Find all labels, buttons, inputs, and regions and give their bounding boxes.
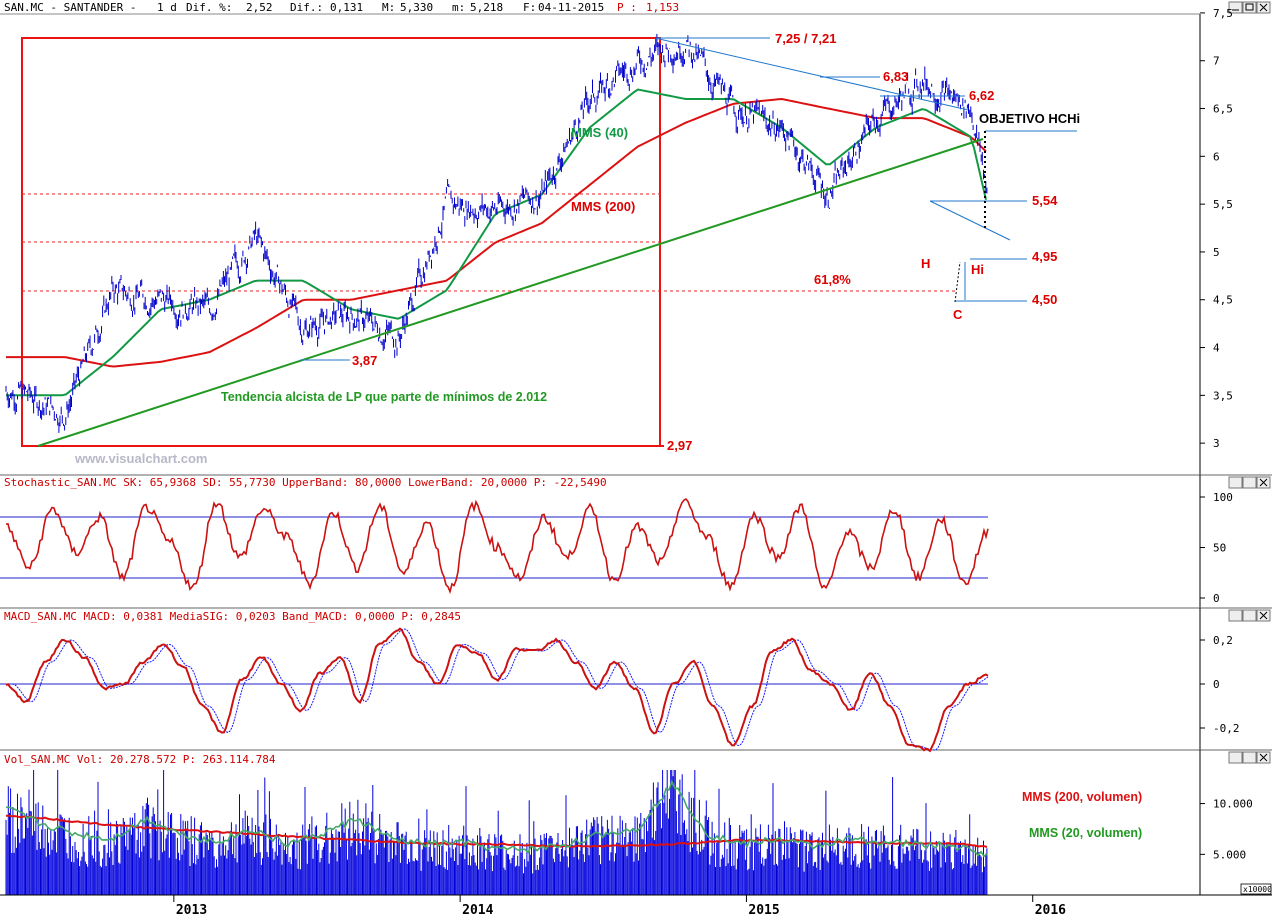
price-y-tick-label: 6,5 (1213, 103, 1233, 116)
stoch-line (5, 497, 989, 595)
label-h: H (921, 256, 930, 271)
header-low-value: 5,218 (470, 1, 503, 14)
macd-line (5, 627, 989, 753)
label-5-54: 5,54 (1032, 193, 1058, 208)
label-mms40: MMS (40) (571, 125, 628, 140)
vol-minimize-button[interactable] (1228, 751, 1243, 764)
label-6-62: 6,62 (969, 88, 994, 103)
mms200-path (6, 97, 987, 368)
year-label: 2013 (176, 903, 207, 917)
volume-ma200-path (6, 814, 988, 849)
header-dif-value: 0,131 (330, 1, 363, 14)
label-hi: Hi (971, 262, 984, 277)
volume-y-tick-label: 5.000 (1213, 848, 1246, 861)
volume-y-tick-label: 10.000 (1213, 798, 1253, 811)
legend-vol-ma20: MMS (20, volumen) (1029, 826, 1142, 840)
legend-vol-ma200: MMS (200, volumen) (1022, 790, 1142, 804)
header-p-label: P : (617, 1, 637, 14)
price-y-tick-label: 4,5 (1213, 294, 1233, 307)
macd-panel-controls (1228, 609, 1271, 622)
stoch-y-tick-label: 50 (1213, 542, 1226, 555)
mms40-line (6, 88, 987, 397)
price-y-tick-label: 7,5 (1213, 7, 1233, 20)
macd-signal-line (6, 628, 989, 751)
header-date-label: F: (523, 1, 536, 14)
macd-signal-path (6, 628, 989, 751)
volume-ma20-path (5, 779, 988, 858)
stoch-maximize-button[interactable] (1242, 476, 1257, 489)
mms200-line (6, 97, 987, 368)
macd-header: MACD_SAN.MC MACD: 0,0381 MediaSIG: 0,020… (4, 610, 461, 623)
header-symbol: SAN.MC - SANTANDER - (4, 1, 136, 14)
label-6-83: 6,83 (883, 69, 908, 84)
macd-y-tick-label: 0,2 (1213, 634, 1233, 647)
volume-scale: x10000 (1243, 885, 1272, 894)
price-y-tick-label: 3 (1213, 437, 1220, 450)
label-fib-61-8: 61,8% (814, 272, 851, 287)
header-low-label: m: (452, 1, 465, 14)
price-y-tick-label: 3,5 (1213, 389, 1233, 402)
stoch-y-tick-label: 0 (1213, 592, 1220, 605)
price-y-tick-label: 4 (1213, 342, 1220, 355)
macd-y-tick-label: -0,2 (1213, 722, 1240, 735)
year-label: 2015 (748, 903, 779, 917)
macd-y-axis: 0,2 0 -0,2 (1200, 634, 1240, 735)
stoch-minimize-button[interactable] (1228, 476, 1243, 489)
stoch-panel-controls (1228, 476, 1271, 489)
price-panel-controls (1228, 1, 1271, 14)
price-y-tick-label: 7 (1213, 55, 1220, 68)
resistance-lines (300, 37, 1077, 361)
header-p-value: 1,153 (646, 1, 679, 14)
header-date-value: 04-11-2015 (538, 1, 604, 14)
macd-minimize-button[interactable] (1228, 609, 1243, 622)
stoch-y-tick-label: 100 (1213, 491, 1233, 504)
header-difpct-value: 2,52 (246, 1, 273, 14)
header-period: 1 d (157, 1, 177, 14)
year-label: 2014 (462, 903, 493, 917)
macd-maximize-button[interactable] (1242, 609, 1257, 622)
vol-maximize-button[interactable] (1242, 751, 1257, 764)
price-y-tick-label: 5 (1213, 246, 1220, 259)
volume-ma20-line (5, 779, 988, 858)
stoch-sk-path (5, 497, 989, 595)
label-objetivo: OBJETIVO HCHi (979, 111, 1080, 126)
header-difpct-label: Dif. %: (186, 1, 232, 14)
header-high-value: 5,330 (400, 1, 433, 14)
label-4-50: 4,50 (1032, 292, 1057, 307)
minimize-button[interactable] (1228, 1, 1243, 14)
fib-levels (22, 193, 955, 292)
header-high-label: M: (382, 1, 395, 14)
price-bars (5, 33, 988, 433)
price-y-tick-label: 5,5 (1213, 198, 1233, 211)
vol-header: Vol_SAN.MC Vol: 20.278.572 P: 263.114.78… (4, 753, 276, 766)
label-high-7-25: 7,25 / 7,21 (775, 31, 836, 46)
macd-y-tick-label: 0 (1213, 678, 1220, 691)
label-mms200: MMS (200) (571, 199, 635, 214)
maximize-button[interactable] (1242, 1, 1257, 14)
label-2-97: 2,97 (667, 438, 692, 453)
trend-line (37, 138, 984, 447)
stoch-y-axis: 100 50 0 (1200, 491, 1233, 605)
volume-y-axis: 10.000 5.000 (1200, 798, 1253, 861)
volume-ma200-line (6, 814, 988, 849)
mms40-path (6, 88, 987, 397)
label-4-95: 4,95 (1032, 249, 1057, 264)
macd-path (5, 627, 989, 753)
year-label: 2016 (1035, 903, 1066, 917)
label-trend: Tendencia alcista de LP que parte de mín… (221, 390, 547, 404)
x-axis: 2013 2014 2015 2016 (173, 895, 1066, 918)
price-y-axis: 7,5 7 6,5 6 5,5 5 4,5 4 3,5 3 (1200, 7, 1233, 450)
watermark: www.visualchart.com (74, 451, 207, 466)
label-c: C (953, 307, 963, 322)
stoch-header: Stochastic_SAN.MC SK: 65,9368 SD: 55,773… (4, 476, 607, 489)
vol-panel-controls (1228, 751, 1271, 764)
header-dif-label: Dif.: (290, 1, 323, 14)
label-3-87: 3,87 (352, 353, 377, 368)
volume-bars (5, 770, 988, 895)
price-y-tick-label: 6 (1213, 150, 1220, 163)
